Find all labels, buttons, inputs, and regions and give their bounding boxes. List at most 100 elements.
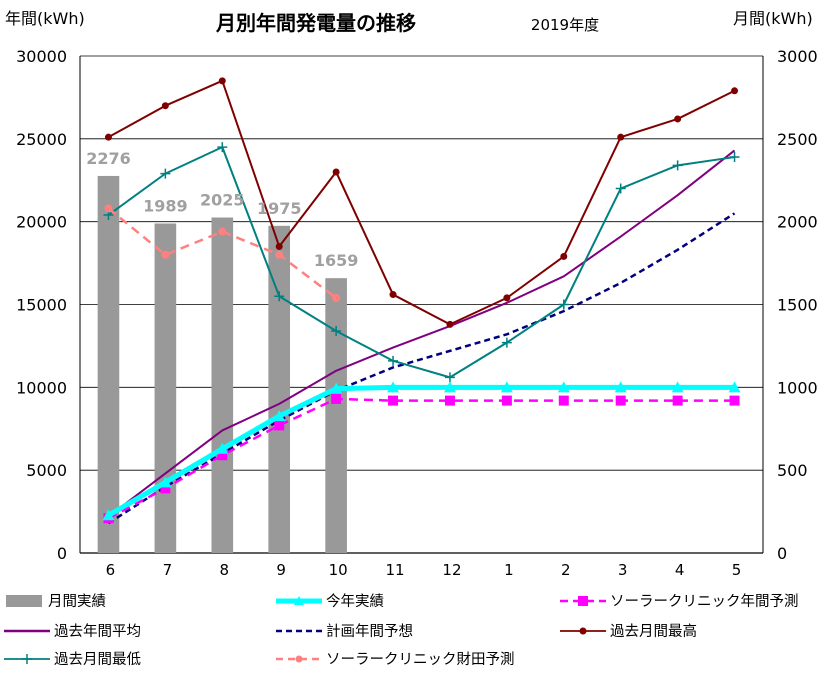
data-point [332, 293, 341, 302]
y-tick-label-right: 1000 [777, 378, 818, 397]
data-point [444, 372, 455, 383]
chart-subtitle: 2019年度 [531, 16, 599, 34]
legend-label: 計画年間予想 [326, 624, 413, 640]
data-point [729, 152, 740, 163]
series-line [107, 79, 735, 326]
data-point [161, 102, 169, 110]
legend-item-monthly-actual: 月間実績 [4, 590, 106, 611]
data-point [389, 291, 397, 299]
data-point [672, 160, 683, 171]
legend-label: 月間実績 [48, 594, 106, 610]
data-point [558, 395, 569, 406]
data-point [160, 483, 171, 494]
legend-swatch-line [4, 629, 50, 632]
x-tick-label: 3 [618, 561, 628, 579]
y-axis-left-ticks: 0 5000 10000 15000 20000 25000 30000 [16, 47, 67, 563]
legend-swatch-line [276, 629, 322, 632]
data-point [388, 355, 399, 366]
series-line [107, 384, 735, 518]
y-axis-left-label: 年間(kWh) [5, 9, 85, 28]
data-point [216, 442, 229, 454]
x-tick-label: 5 [732, 561, 742, 579]
data-point [218, 227, 227, 236]
data-point [160, 168, 171, 179]
legend-label: ソーラークリニック財田予測 [326, 652, 515, 668]
legend: 月間実績 今年実績 ソーラークリニック年間予測 過去年間平均 計画年間予想 過去… [0, 586, 829, 673]
x-tick-label: 11 [385, 561, 404, 579]
y-axis-right-label: 月間(kWh) [733, 9, 813, 28]
series-line [107, 212, 736, 525]
chart-canvas: 月別年間発電量の推移 2019年度 年間(kWh) 月間(kWh) 0 500 0 1… [5, 9, 818, 579]
data-point [501, 395, 512, 406]
bar [97, 175, 120, 553]
data-point [332, 168, 340, 176]
x-tick-label: 12 [442, 561, 461, 579]
bar [325, 278, 347, 553]
data-point [560, 252, 568, 260]
x-tick-label: 9 [276, 561, 286, 579]
y-tick-label-right: 0 [777, 544, 787, 563]
y-tick-label-left: 10000 [16, 378, 67, 397]
legend-item-planned-annual: 計画年間予想 [276, 620, 413, 641]
data-point [275, 243, 283, 251]
x-tick-label: 6 [106, 561, 116, 579]
y-tick-label-right: 2500 [777, 130, 818, 149]
bar-series [97, 175, 347, 553]
data-point [672, 395, 683, 406]
data-point [275, 250, 284, 259]
x-axis-ticks: 6 7 8 9 10 11 12 1 2 3 4 5 [106, 561, 742, 579]
data-point [615, 183, 626, 194]
data-point [331, 393, 342, 404]
data-point [728, 381, 741, 393]
data-point [330, 382, 343, 394]
bar-data-label: 1659 [314, 251, 359, 270]
bar-data-label: 1989 [143, 196, 188, 215]
x-tick-label: 10 [329, 561, 348, 579]
series-line [107, 146, 735, 379]
data-point [731, 87, 739, 95]
legend-swatch-bar [6, 594, 42, 607]
legend-swatch-line [276, 655, 322, 662]
data-point [218, 77, 226, 85]
y-tick-label-left: 30000 [16, 47, 67, 66]
data-point [614, 381, 627, 393]
data-point [104, 133, 112, 141]
bar [268, 225, 291, 553]
y-tick-label-left: 0 [57, 544, 67, 563]
data-point [557, 381, 570, 393]
legend-swatch-line [560, 595, 606, 606]
legend-item-solar-annual-forecast: ソーラークリニック年間予測 [560, 590, 799, 611]
legend-item-past-monthly-min: 過去月間最低 [4, 648, 141, 669]
y-axis-right-ticks: 0 500 1000 1500 2000 2500 3000 [777, 47, 818, 563]
data-point [274, 420, 285, 431]
data-point [161, 250, 170, 259]
x-tick-label: 4 [675, 561, 685, 579]
x-tick-label: 1 [504, 561, 514, 579]
data-point [671, 381, 684, 393]
data-point [503, 294, 511, 302]
data-point [444, 395, 455, 406]
y-tick-label-right: 1500 [777, 296, 818, 315]
data-point [331, 326, 342, 337]
data-point [615, 395, 626, 406]
data-point [273, 410, 286, 422]
y-tick-label-right: 2000 [777, 213, 818, 232]
chart-title: 月別年間発電量の推移 [215, 11, 416, 35]
data-point [500, 381, 513, 393]
data-point [159, 476, 172, 488]
legend-item-this-year: 今年実績 [276, 590, 384, 611]
legend-item-past-monthly-max: 過去月間最高 [560, 620, 697, 641]
y-tick-label-left: 20000 [16, 213, 67, 232]
legend-item-solar-takarada-forecast: ソーラークリニック財田予測 [276, 648, 515, 669]
legend-swatch-line [4, 653, 50, 664]
data-point [217, 450, 228, 461]
legend-label: 過去年間平均 [54, 624, 141, 640]
y-tick-label-right: 500 [777, 461, 808, 480]
data-point [274, 291, 285, 302]
data-point [501, 337, 512, 348]
data-point [217, 142, 228, 153]
x-tick-label: 7 [163, 561, 173, 579]
data-point [674, 115, 682, 123]
legend-swatch-line [276, 595, 322, 605]
legend-label: 過去月間最低 [54, 652, 141, 668]
